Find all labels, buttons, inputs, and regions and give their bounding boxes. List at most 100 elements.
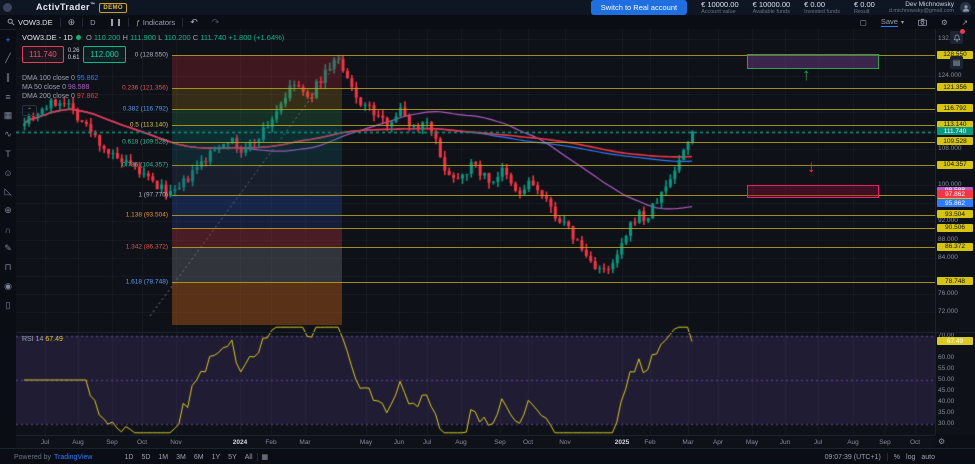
indicators-button[interactable]: ƒ Indicators [135,17,176,27]
fib-level-label: 1 (97.770) [138,191,168,199]
price-tick: 108.000 [938,144,962,152]
range-1y[interactable]: 1Y [211,453,221,461]
fib-level-line-1.618[interactable] [172,281,935,283]
chart-type-button[interactable] [103,15,128,29]
fib-level-line-0.236[interactable] [172,87,935,89]
hide-drawings-icon[interactable]: ◉ [4,281,12,291]
trend-line-icon[interactable]: ╱ [5,53,11,63]
text-tool-icon[interactable]: T [5,148,11,159]
header-bar: ActivTrader™ DEMO Switch to Real account … [0,0,975,15]
range-6m[interactable]: 6M [193,453,204,461]
crosshair-icon[interactable]: + [5,34,11,45]
price-tick: 132.000 [938,35,962,42]
range-all[interactable]: All [244,453,253,461]
fib-level-line-0[interactable] [172,55,935,56]
redo-button[interactable]: ↷ [205,15,227,29]
sell-button[interactable]: 111.740 [22,46,64,63]
save-button[interactable]: Save ▾ [880,17,904,27]
down-arrow[interactable]: ↓ [807,157,816,176]
time-label: Feb [644,439,656,446]
fib-band-1.138 [172,214,342,229]
price-tick: 92.000 [938,217,958,225]
zoom-in-icon[interactable]: ⊕ [4,205,12,215]
fib-level-line-0.382[interactable] [172,108,935,110]
patterns-icon[interactable]: ▦ [3,110,13,120]
alerts-button[interactable] [950,29,965,44]
time-label: Oct [522,439,534,446]
app-menu-icon[interactable] [3,3,12,12]
fib-level-line-1.138[interactable] [172,214,935,216]
fib-level-label: 0.5 (113.140) [129,121,168,129]
indicator-legend-dma100[interactable]: DMA 100 close 0 95.862 [22,75,99,82]
price-tick: 124.000 [938,71,962,79]
range-1d[interactable]: 1D [124,453,134,461]
fib-band-0.236 [172,87,342,109]
fib-level-line-1.342[interactable] [172,247,935,249]
undo-button[interactable]: ↶ [183,15,205,29]
percent-scale-toggle[interactable]: % [893,453,901,461]
candle-icon [110,18,113,26]
fib-level-line-0.618[interactable] [172,141,935,143]
magnet-icon[interactable]: ∩ [4,224,12,235]
axis-settings-icon[interactable]: ⚙ [938,437,946,446]
buy-button[interactable]: 112.000 [83,46,126,63]
price-chart-canvas[interactable] [16,29,935,435]
fib-level-line-1.236[interactable] [172,228,935,230]
tradingview-link[interactable]: TradingView [53,453,93,461]
demo-badge: DEMO [99,3,127,13]
measure-icon[interactable]: ◺ [4,186,12,196]
parallel-channel-icon[interactable]: ∥ [5,72,11,82]
layers-icon: ▤ [952,58,961,67]
fib-level-line-0.5[interactable] [172,125,935,127]
fib-level-line-1[interactable] [172,195,935,197]
demand-zone[interactable] [747,185,879,198]
up-arrow[interactable]: ↑ [802,65,811,84]
chart-settings-button[interactable]: ⚙ [934,18,955,27]
draw-icon[interactable]: ✎ [4,243,12,253]
price-label-level: 109.528 [937,137,973,146]
range-5y[interactable]: 5Y [228,453,237,461]
delete-drawings-icon[interactable]: ▯ [5,300,11,310]
indicator-legend-ma50[interactable]: MA 50 close 0 98.588 [22,84,90,91]
range-5d[interactable]: 5D [141,453,151,461]
range-3m[interactable]: 3M [176,453,186,461]
snapshot-button[interactable] [911,18,934,26]
log-scale-toggle[interactable]: log [906,453,916,461]
emoji-tool-icon[interactable]: ☺ [3,167,13,178]
price-tick: 50.00 [938,376,955,383]
notification-badge [960,29,965,34]
interval-button[interactable]: D [90,17,96,27]
go-to-date-button[interactable]: ▦ [261,454,269,461]
fib-retracement-icon[interactable]: ≡ [5,91,11,102]
price-tick: 100.000 [938,180,962,188]
price-tick: 60.00 [938,354,955,361]
time-label: Sep [879,439,891,446]
fib-level-line-0.786[interactable] [172,165,935,167]
chart-area[interactable]: 0 (128.550) 0.236 (121.356) 0.382 (116.792… [16,29,935,435]
range-1m[interactable]: 1M [158,453,169,461]
price-label-ma: 95.862 [937,199,973,208]
auto-scale-toggle[interactable]: auto [921,453,935,461]
price-axis[interactable]: 132.000 124.000 108.000 100.000 92.000 88.000… [935,29,975,435]
object-tree-button[interactable]: ▤ [950,56,963,69]
time-label: Aug [455,439,467,446]
switch-to-real-button[interactable]: Switch to Real account [590,0,688,15]
time-label: Jul [813,439,823,446]
avatar[interactable] [960,2,971,13]
pane-divider[interactable] [16,332,975,333]
price-label-level: 116.792 [937,104,973,113]
time-axis[interactable]: Jul Aug Sep Oct Nov 2024 Feb Mar May Jun Jul Aug Sep… [16,435,935,449]
quick-trade-panel: 111.740 0.26 0.61 112.000 [22,46,126,63]
indicator-legend-dma200[interactable]: DMA 200 close 0 97.862 [22,93,99,100]
legend-symbol[interactable]: VOW3.DE - 1D [22,33,73,42]
rsi-legend[interactable]: RSI 14 67.49 [22,336,63,343]
time-label: Jul [422,439,432,446]
fullscreen-button[interactable]: ▢ [853,18,874,27]
expand-button[interactable]: ↗ [955,18,975,27]
elliott-wave-icon[interactable]: ∿ [4,129,12,139]
compare-button[interactable]: ⊕ [61,15,83,29]
legend-collapse-button[interactable]: ⌃ [22,105,37,116]
supply-zone[interactable] [747,54,879,69]
symbol-search[interactable]: VOW3.DE [0,15,60,29]
lock-drawings-icon[interactable]: ⊓ [4,262,12,272]
